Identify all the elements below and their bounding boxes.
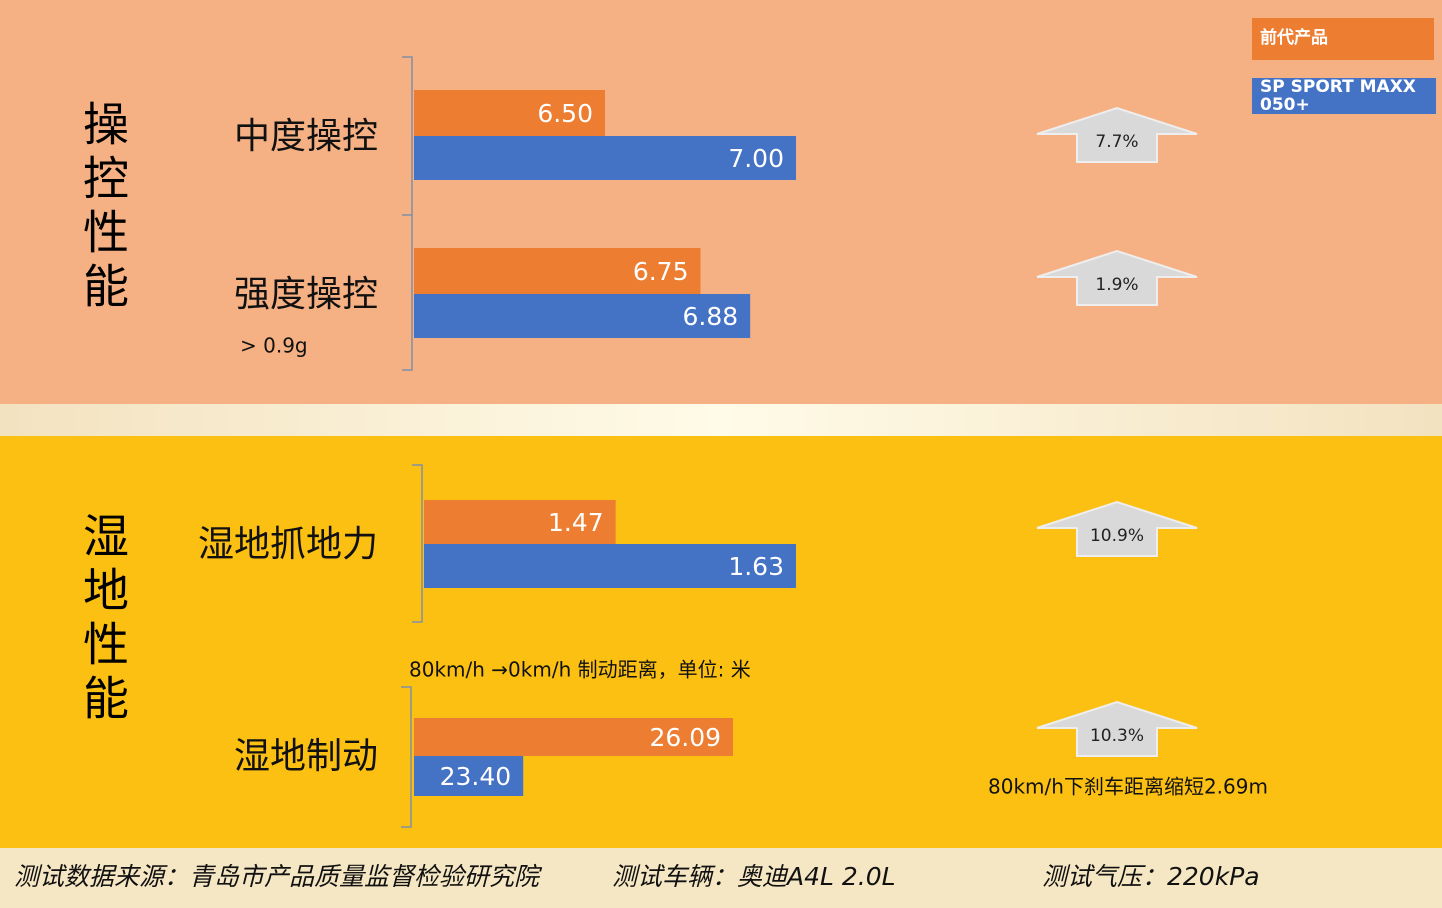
- arrow-label: 10.9%: [1090, 526, 1144, 546]
- bar: [424, 500, 616, 544]
- section-label: 湿地性能: [76, 512, 130, 728]
- note: 80km/h下刹车距离缩短2.69m: [988, 775, 1268, 799]
- footer-text: 测试数据来源：青岛市产品质量监督检验研究院: [14, 862, 543, 891]
- arrow-label: 7.7%: [1095, 132, 1138, 152]
- divider: [0, 404, 1442, 436]
- top-panel: [0, 0, 1442, 404]
- bracket: [401, 686, 412, 828]
- footer-text: 测试车辆：奥迪A4L 2.0L: [612, 862, 896, 891]
- footer-text: 测试气压：220kPa: [1042, 862, 1260, 891]
- value-label: 6.75: [633, 257, 689, 286]
- bracket: [402, 56, 413, 371]
- bar: [414, 136, 796, 180]
- section-label: 操控性能: [76, 100, 130, 316]
- legend-entry: 前代产品: [1252, 18, 1434, 60]
- annotation: > 0.9g: [240, 334, 308, 358]
- value-label: 1.63: [728, 552, 784, 581]
- arrow: [1036, 106, 1198, 163]
- legend-entry: SP SPORT MAXX 050+: [1252, 78, 1436, 114]
- category-label: 强度操控: [234, 274, 378, 315]
- category-label: 湿地制动: [234, 736, 378, 777]
- category-label: 湿地抓地力: [198, 524, 378, 565]
- value-label: 26.09: [649, 723, 721, 752]
- arrow: [1036, 700, 1198, 757]
- arrow-label: 1.9%: [1095, 275, 1138, 295]
- bar: [414, 294, 751, 338]
- value-label: 7.00: [728, 144, 784, 173]
- arrow-label: 10.3%: [1090, 726, 1144, 746]
- footer-panel: [0, 848, 1442, 908]
- arrow: [1036, 249, 1198, 306]
- bar: [414, 248, 701, 294]
- bar: [414, 756, 524, 796]
- value-label: 6.88: [682, 302, 738, 331]
- category-label: 中度操控: [234, 116, 378, 157]
- value-label: 6.50: [537, 99, 593, 128]
- bar: [424, 544, 796, 588]
- arrow: [1036, 500, 1198, 557]
- bar: [414, 718, 734, 756]
- value-label: 23.40: [440, 762, 512, 791]
- value-label: 1.47: [548, 508, 604, 537]
- bracket: [412, 464, 423, 623]
- subtitle: 80km/h →0km/h 制动距离，单位: 米: [409, 658, 751, 682]
- bar: [414, 90, 605, 136]
- bottom-panel: [0, 436, 1442, 848]
